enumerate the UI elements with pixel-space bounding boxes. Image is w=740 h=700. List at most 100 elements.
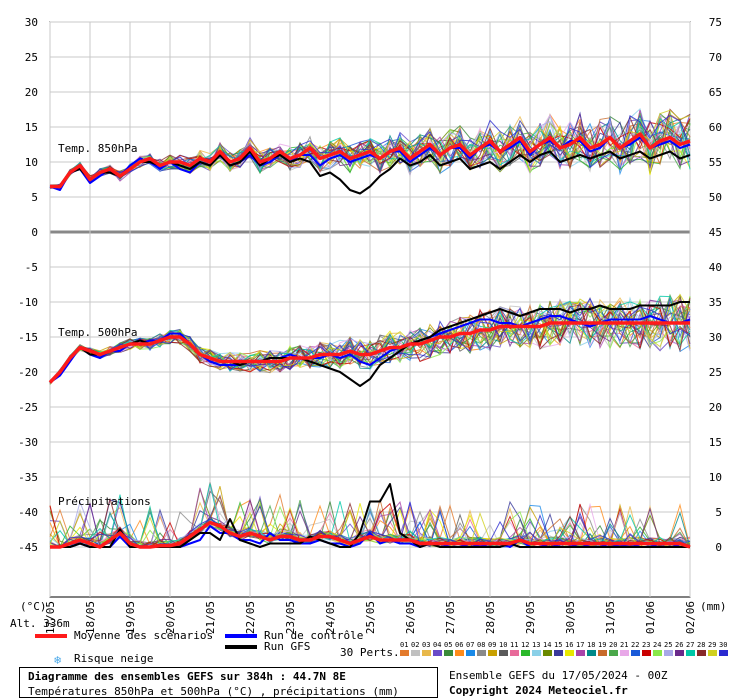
- pert-color-box: [587, 650, 596, 656]
- left-tick-label: -45: [18, 541, 38, 554]
- x-tick-label: 17/05: [44, 601, 57, 634]
- x-tick-label: 19/05: [124, 601, 137, 634]
- pert-color-box: [620, 650, 629, 656]
- pert-color-box: [642, 650, 651, 656]
- left-tick-label: 20: [25, 86, 38, 99]
- pert-number: 29: [708, 641, 717, 649]
- panel-label-850: Temp. 850hPa: [58, 142, 137, 155]
- pert-number: 03: [422, 641, 431, 649]
- series-line-850hPa-mean: [50, 132, 691, 189]
- left-tick-label: -10: [18, 296, 38, 309]
- pert-color-box: [444, 650, 453, 656]
- left-axis: 30 25 20 15 10 5 0 -5 -10 -15 -20 -25 -30 -35 -40 -45: [18, 16, 38, 554]
- right-axis-unit: (mm): [700, 600, 727, 613]
- right-tick-label: 30: [709, 331, 722, 344]
- right-tick-label: 60: [709, 121, 722, 134]
- pert-color-box: [466, 650, 475, 656]
- pert-number: 04: [433, 641, 442, 649]
- x-tick-label: 27/05: [444, 601, 457, 634]
- x-tick-label: 29/05: [524, 601, 537, 634]
- right-tick-label: 15: [709, 436, 722, 449]
- x-tick-label: 25/05: [364, 601, 377, 634]
- pert-color-box: [686, 650, 695, 656]
- info-box: Diagramme des ensembles GEFS sur 384h : …: [19, 667, 438, 698]
- pert-number: 08: [477, 641, 486, 649]
- pert-number: 14: [543, 641, 552, 649]
- pert-number: 25: [664, 641, 673, 649]
- pert-number: 13: [532, 641, 541, 649]
- pert-number: 18: [587, 641, 596, 649]
- pert-number: 27: [686, 641, 695, 649]
- x-tick-label: 02/06: [684, 601, 697, 634]
- pert-number: 05: [444, 641, 453, 649]
- pert-number: 01: [400, 641, 409, 649]
- legend-control-label: Run de contrôle: [264, 629, 364, 642]
- pert-number: 11: [510, 641, 519, 649]
- chart-title: Diagramme des ensembles GEFS sur 384h : …: [28, 670, 346, 683]
- pert-number: 10: [499, 641, 508, 649]
- pert-number: 02: [411, 641, 420, 649]
- pert-number: 20: [609, 641, 618, 649]
- pert-color-box: [488, 650, 497, 656]
- left-tick-label: 25: [25, 51, 38, 64]
- left-tick-label: -15: [18, 331, 38, 344]
- legend-mean-label: Moyenne des scénarios: [74, 629, 214, 642]
- left-tick-label: -5: [25, 261, 38, 274]
- pert-number: 06: [455, 641, 464, 649]
- pert-color-box: [576, 650, 585, 656]
- legend-gfs-swatch: [225, 645, 257, 649]
- x-tick-label: 22/05: [244, 601, 257, 634]
- x-tick-label: 28/05: [484, 601, 497, 634]
- right-tick-label: 35: [709, 296, 722, 309]
- pert-color-box: [400, 650, 409, 656]
- left-tick-label: -20: [18, 366, 38, 379]
- pert-color-box: [543, 650, 552, 656]
- x-tick-label: 31/05: [604, 601, 617, 634]
- chart-subtitle: Températures 850hPa et 500hPa (°C) , pré…: [28, 685, 399, 698]
- pert-color-box: [477, 650, 486, 656]
- snow-risk-label: Risque neige: [74, 652, 154, 665]
- right-tick-label: 0: [715, 541, 722, 554]
- left-tick-label: 0: [31, 226, 38, 239]
- pert-color-box: [554, 650, 563, 656]
- member-precip-line: [50, 498, 691, 548]
- series-line-precip-mean: [50, 520, 691, 549]
- x-tick-label: 20/05: [164, 601, 177, 634]
- pert-number: 24: [653, 641, 662, 649]
- right-tick-label: 20: [709, 401, 722, 414]
- legend-mean-swatch: [35, 634, 67, 638]
- pert-color-box: [719, 650, 728, 656]
- pert-color-box: [433, 650, 442, 656]
- series-line-500hPa-mean: [48, 321, 690, 384]
- left-tick-label: 5: [31, 191, 38, 204]
- left-tick-label: -35: [18, 471, 38, 484]
- pert-color-box: [609, 650, 618, 656]
- pert-color-box: [697, 650, 706, 656]
- member-850-line: [49, 108, 691, 187]
- pert-number: 07: [466, 641, 475, 649]
- x-tick-label: 23/05: [284, 601, 297, 634]
- legend-control-swatch: [225, 634, 257, 638]
- left-tick-label: 15: [25, 121, 38, 134]
- x-axis: 17/05 18/05 19/05 20/05 21/05 22/05 23/05 24/05…: [44, 601, 697, 634]
- pert-number: 15: [554, 641, 563, 649]
- pert-number: 12: [521, 641, 530, 649]
- right-tick-label: 55: [709, 156, 722, 169]
- right-tick-label: 50: [709, 191, 722, 204]
- pert-color-box: [510, 650, 519, 656]
- ensemble-count-label: 30 Perts.: [340, 646, 400, 659]
- pert-color-box: [708, 650, 717, 656]
- legend-gfs-label: Run GFS: [264, 640, 311, 653]
- x-tick-label: 18/05: [84, 601, 97, 634]
- right-tick-label: 75: [709, 16, 722, 29]
- pert-color-box: [532, 650, 541, 656]
- series-line-850hPa-control: [49, 136, 691, 191]
- left-tick-label: 30: [25, 16, 38, 29]
- panel-label-500: Temp. 500hPa: [58, 326, 137, 339]
- x-tick-label: 26/05: [404, 601, 417, 634]
- right-tick-label: 10: [709, 471, 722, 484]
- pert-color-box: [565, 650, 574, 656]
- x-tick-label: 21/05: [204, 601, 217, 634]
